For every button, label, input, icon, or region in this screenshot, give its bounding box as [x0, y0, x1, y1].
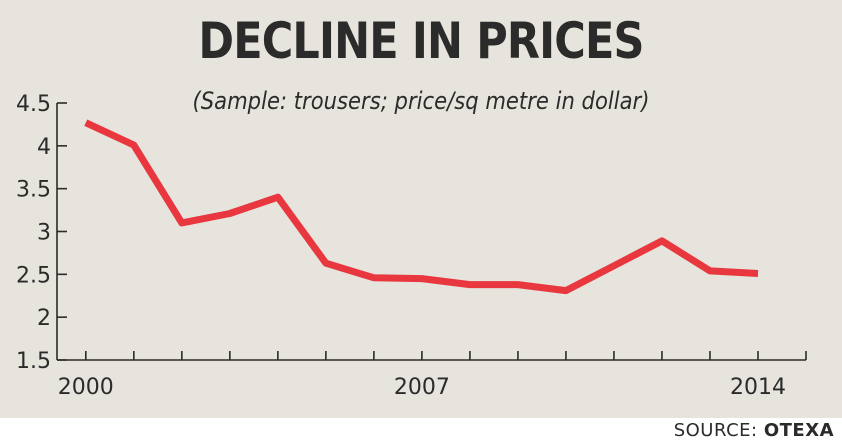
chart-axes: [56, 103, 806, 361]
x-tick-label: 2000: [58, 375, 114, 400]
line-chart: 1.5 2 2.5 3 3.5 4 4.5 2000 2007 2014: [16, 92, 807, 400]
chart-subtitle: (Sample: trousers; price/sq metre in dol…: [192, 87, 650, 115]
price-series-line: [84, 119, 759, 295]
x-axis-ticks: 2000 2007 2014: [58, 351, 807, 400]
y-axis-ticks: 1.5 2 2.5 3 3.5 4 4.5: [16, 92, 67, 374]
source-name: OTEXA: [763, 420, 834, 441]
source-credit: SOURCE: OTEXA: [674, 420, 834, 441]
y-tick-label: 3: [37, 221, 51, 246]
y-tick-label: 4.5: [16, 92, 51, 117]
chart-title: DECLINE IN PRICES: [198, 12, 644, 70]
x-tick-label: 2007: [394, 375, 450, 400]
y-tick-label: 4: [37, 135, 51, 160]
y-tick-label: 2.5: [16, 263, 51, 288]
y-tick-label: 2: [37, 306, 51, 331]
chart-panel: [0, 0, 842, 418]
y-tick-label: 3.5: [16, 178, 51, 203]
x-tick-label: 2014: [730, 375, 786, 400]
y-tick-label: 1.5: [16, 349, 51, 374]
source-label: SOURCE:: [673, 420, 758, 441]
series-layer: [84, 119, 759, 295]
